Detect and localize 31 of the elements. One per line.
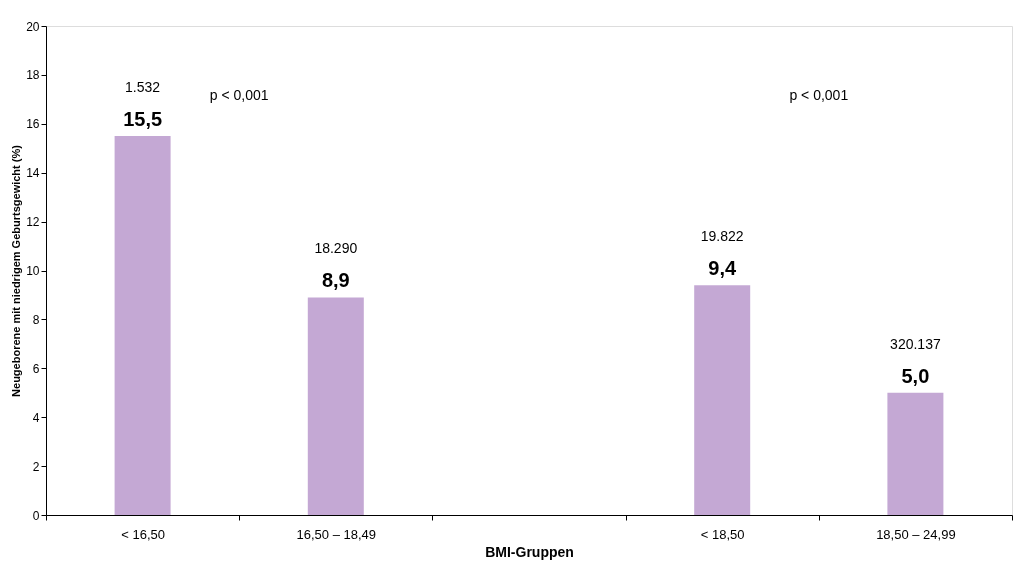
bar [694,285,751,515]
x-axis-title: BMI-Gruppen [485,543,574,560]
x-tick-label: 18,50 – 24,99 [876,526,956,542]
y-tick-label: 2 [32,459,40,474]
annotation: p < 0,001 [209,87,269,103]
y-tick-label: 18 [26,68,40,83]
y-tick-label: 6 [32,361,40,376]
y-tick-label: 8 [32,312,40,327]
x-tick-label: < 16,50 [121,526,165,542]
bar [887,392,944,515]
annotation: 19.822 [700,228,744,245]
y-tick-label: 12 [26,215,40,230]
data-label: 15,5 [123,108,163,131]
bar [114,136,171,515]
data-label: 8,9 [321,269,350,292]
x-tick-label: 16,50 – 18,49 [296,526,377,542]
annotation: 1.532 [125,79,161,96]
bar [307,297,364,515]
y-tick-label: 10 [26,264,40,278]
y-tick-label: 14 [26,166,40,181]
y-tick-label: 20 [26,19,40,34]
y-tick-label: 16 [26,117,40,132]
annotation: p < 0,001 [789,87,849,103]
annotation: 320.137 [890,335,941,352]
data-label: 9,4 [708,257,737,280]
y-tick-label: 0 [32,508,40,523]
data-label: 5,0 [901,364,930,387]
y-axis-title: Neugeborene mit niedrigem Geburtsgewicht (%) [10,144,23,397]
annotation: 18.290 [314,240,358,257]
y-tick-label: 4 [32,410,40,425]
x-tick-label: < 18,50 [700,526,745,542]
